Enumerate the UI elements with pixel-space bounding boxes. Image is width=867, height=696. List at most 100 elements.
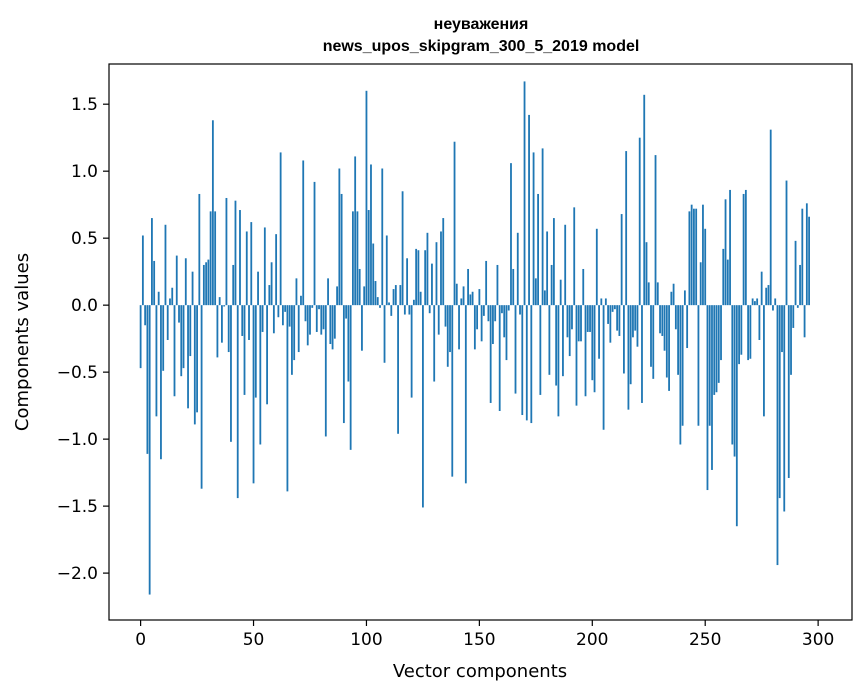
bar-component-188 bbox=[564, 224, 567, 306]
bar-component-156 bbox=[492, 305, 494, 345]
bar-component-215 bbox=[625, 151, 628, 306]
bar-component-123 bbox=[417, 250, 420, 306]
bar-component-25 bbox=[196, 305, 198, 413]
bar-component-108 bbox=[383, 305, 386, 363]
y-tick-label: 1.5 bbox=[71, 95, 98, 115]
bar-component-131 bbox=[435, 242, 438, 306]
x-tick-label: 200 bbox=[576, 630, 608, 650]
bar-component-143 bbox=[462, 286, 465, 306]
bar-component-80 bbox=[320, 305, 323, 335]
bar-component-134 bbox=[442, 218, 445, 306]
bar-component-199 bbox=[589, 305, 591, 332]
bar-component-114 bbox=[397, 305, 399, 434]
x-tick-label: 150 bbox=[463, 630, 495, 650]
bar-component-167 bbox=[516, 232, 519, 306]
bar-component-2 bbox=[144, 305, 147, 326]
bar-component-86 bbox=[333, 305, 336, 339]
bar-component-73 bbox=[304, 305, 307, 322]
bar-component-291 bbox=[796, 305, 799, 308]
chart-subtitle: news_upos_skipgram_300_5_2019 model bbox=[323, 38, 640, 55]
bar-component-224 bbox=[645, 242, 648, 306]
bar-component-275 bbox=[760, 271, 763, 306]
bar-component-96 bbox=[356, 211, 359, 306]
bar-component-24 bbox=[193, 305, 196, 425]
bar-component-164 bbox=[510, 163, 512, 306]
bar-component-147 bbox=[471, 291, 474, 306]
bar-component-9 bbox=[160, 305, 162, 460]
bar-component-221 bbox=[638, 137, 641, 306]
bar-component-269 bbox=[747, 305, 750, 361]
bar-component-94 bbox=[352, 211, 354, 306]
bar-component-186 bbox=[559, 279, 562, 306]
bar-component-52 bbox=[257, 271, 259, 306]
bar-component-92 bbox=[347, 305, 350, 382]
bar-component-258 bbox=[722, 248, 725, 306]
bar-component-225 bbox=[647, 282, 650, 306]
bar-component-68 bbox=[293, 305, 296, 361]
x-tick-label: 300 bbox=[802, 630, 834, 650]
bar-component-204 bbox=[600, 298, 603, 306]
bar-component-286 bbox=[785, 180, 788, 306]
bar-component-218 bbox=[632, 305, 634, 338]
bar-component-160 bbox=[501, 305, 503, 314]
bar-component-101 bbox=[367, 210, 370, 306]
bar-component-207 bbox=[607, 305, 609, 324]
bar-component-246 bbox=[695, 208, 698, 306]
bar-component-255 bbox=[715, 305, 718, 393]
bar-component-121 bbox=[412, 299, 415, 306]
bar-component-141 bbox=[458, 305, 460, 350]
bar-component-267 bbox=[742, 193, 745, 306]
bar-component-127 bbox=[426, 232, 429, 306]
bar-component-289 bbox=[792, 305, 795, 328]
bar-component-177 bbox=[539, 305, 542, 395]
bar-component-157 bbox=[494, 305, 497, 322]
bar-component-5 bbox=[151, 218, 153, 306]
bar-component-249 bbox=[702, 204, 704, 306]
bar-component-16 bbox=[175, 255, 178, 306]
bar-component-12 bbox=[166, 305, 169, 340]
bar-component-148 bbox=[473, 305, 476, 350]
bar-component-139 bbox=[453, 141, 456, 306]
bar-component-89 bbox=[340, 193, 343, 306]
y-tick-label: 0.0 bbox=[71, 296, 98, 316]
bar-component-54 bbox=[261, 305, 264, 332]
y-axis-label: Components values bbox=[12, 253, 33, 431]
bar-component-227 bbox=[652, 305, 655, 379]
bar-component-45 bbox=[241, 305, 244, 336]
bar-component-79 bbox=[318, 305, 320, 310]
bar-component-279 bbox=[769, 129, 772, 306]
bar-component-132 bbox=[437, 305, 440, 335]
bar-component-252 bbox=[708, 305, 711, 426]
bar-component-264 bbox=[735, 305, 738, 527]
bar-component-278 bbox=[767, 285, 770, 306]
bar-component-165 bbox=[512, 268, 515, 306]
bar-component-170 bbox=[523, 81, 526, 306]
bar-component-198 bbox=[586, 305, 589, 332]
bar-component-90 bbox=[342, 305, 345, 424]
bar-component-10 bbox=[162, 305, 165, 371]
bar-component-23 bbox=[191, 271, 194, 306]
bar-component-173 bbox=[530, 305, 533, 424]
bar-component-194 bbox=[577, 305, 580, 342]
bar-component-209 bbox=[611, 305, 614, 312]
bar-component-109 bbox=[385, 235, 388, 306]
bar-component-63 bbox=[281, 305, 284, 326]
bar-component-110 bbox=[388, 302, 390, 306]
bar-component-248 bbox=[699, 262, 702, 306]
bar-component-234 bbox=[668, 305, 670, 391]
bar-component-240 bbox=[681, 305, 684, 426]
bar-component-217 bbox=[629, 305, 632, 385]
bar-component-31 bbox=[209, 211, 212, 306]
bar-component-83 bbox=[327, 278, 329, 306]
bar-component-180 bbox=[546, 231, 549, 306]
bar-component-78 bbox=[315, 305, 318, 332]
bar-component-13 bbox=[169, 298, 171, 306]
bar-component-273 bbox=[756, 298, 759, 306]
bar-component-137 bbox=[449, 305, 451, 353]
bar-component-85 bbox=[331, 305, 334, 350]
bar-component-111 bbox=[390, 305, 393, 316]
bar-component-70 bbox=[297, 305, 300, 353]
bar-component-28 bbox=[202, 264, 205, 306]
x-tick-label: 50 bbox=[243, 630, 265, 650]
